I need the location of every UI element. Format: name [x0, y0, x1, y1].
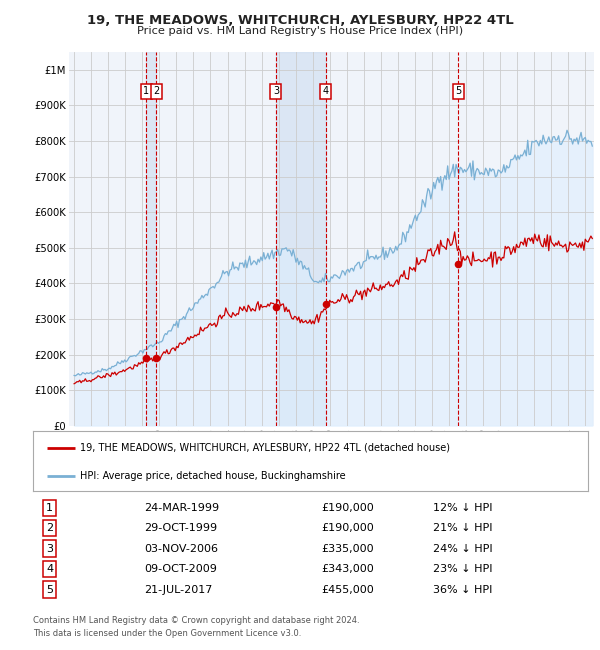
Text: This data is licensed under the Open Government Licence v3.0.: This data is licensed under the Open Gov…	[33, 629, 301, 638]
Text: £190,000: £190,000	[322, 523, 374, 533]
Text: 5: 5	[455, 86, 461, 96]
Text: Price paid vs. HM Land Registry's House Price Index (HPI): Price paid vs. HM Land Registry's House …	[137, 26, 463, 36]
Text: Contains HM Land Registry data © Crown copyright and database right 2024.: Contains HM Land Registry data © Crown c…	[33, 616, 359, 625]
Text: 19, THE MEADOWS, WHITCHURCH, AYLESBURY, HP22 4TL: 19, THE MEADOWS, WHITCHURCH, AYLESBURY, …	[86, 14, 514, 27]
Text: 12% ↓ HPI: 12% ↓ HPI	[433, 502, 492, 513]
Text: £190,000: £190,000	[322, 502, 374, 513]
Text: 24% ↓ HPI: 24% ↓ HPI	[433, 543, 492, 554]
Bar	[146, 52, 157, 426]
Text: 29-OCT-1999: 29-OCT-1999	[144, 523, 217, 533]
Text: 4: 4	[323, 86, 329, 96]
Text: 1: 1	[143, 86, 149, 96]
Text: £335,000: £335,000	[322, 543, 374, 554]
Text: 3: 3	[273, 86, 279, 96]
Text: 5: 5	[46, 584, 53, 595]
Text: 24-MAR-1999: 24-MAR-1999	[144, 502, 219, 513]
Text: 4: 4	[46, 564, 53, 574]
Text: 3: 3	[46, 543, 53, 554]
Text: HPI: Average price, detached house, Buckinghamshire: HPI: Average price, detached house, Buck…	[80, 471, 346, 481]
Text: £343,000: £343,000	[322, 564, 374, 574]
Text: 1: 1	[46, 502, 53, 513]
Text: 2: 2	[154, 86, 160, 96]
Text: 21-JUL-2017: 21-JUL-2017	[144, 584, 212, 595]
Text: 36% ↓ HPI: 36% ↓ HPI	[433, 584, 492, 595]
Text: £455,000: £455,000	[322, 584, 374, 595]
Text: 2: 2	[46, 523, 53, 533]
Text: 21% ↓ HPI: 21% ↓ HPI	[433, 523, 492, 533]
Bar	[276, 52, 326, 426]
Text: 19, THE MEADOWS, WHITCHURCH, AYLESBURY, HP22 4TL (detached house): 19, THE MEADOWS, WHITCHURCH, AYLESBURY, …	[80, 443, 450, 452]
Text: 23% ↓ HPI: 23% ↓ HPI	[433, 564, 492, 574]
Text: 03-NOV-2006: 03-NOV-2006	[144, 543, 218, 554]
Text: 09-OCT-2009: 09-OCT-2009	[144, 564, 217, 574]
